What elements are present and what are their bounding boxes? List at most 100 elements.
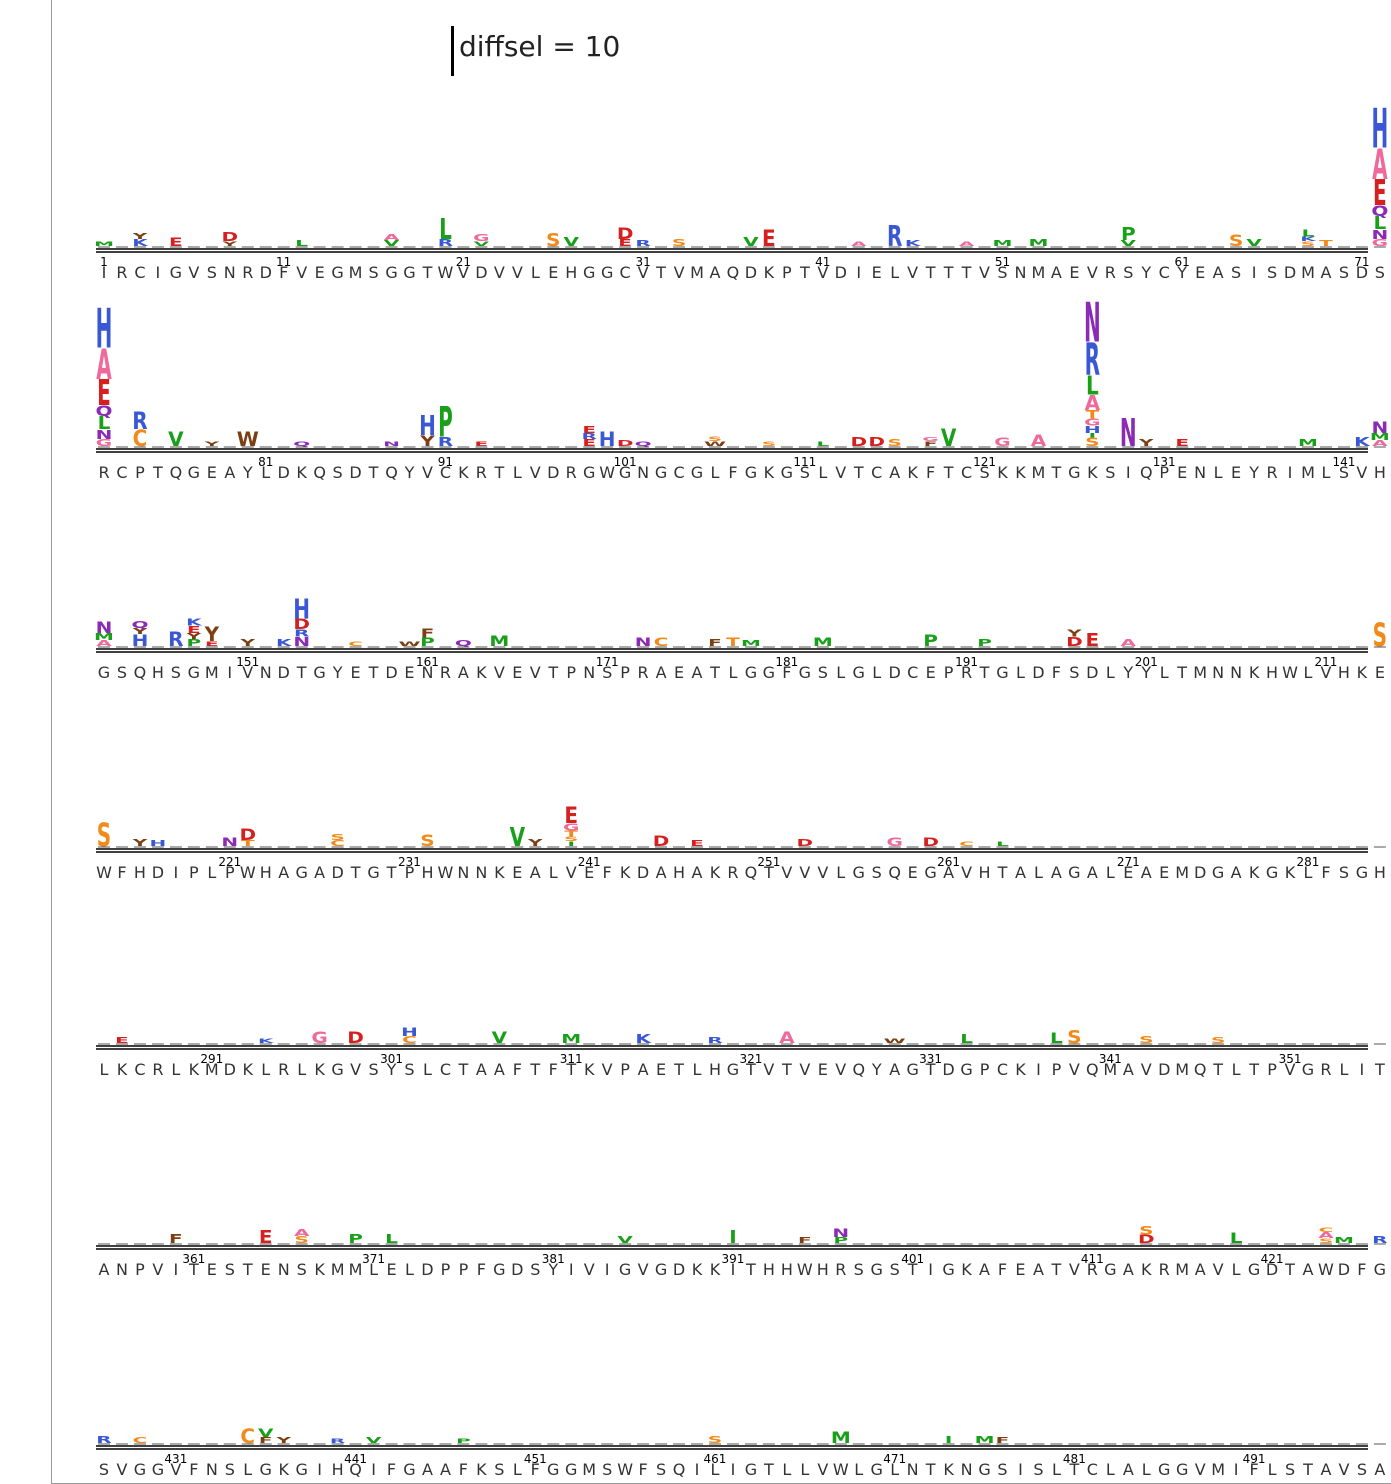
wildtype-residue: S (225, 1260, 235, 1279)
wildtype-residue: D (1284, 263, 1296, 282)
logo-letter: P (923, 632, 938, 651)
wildtype-residue: D (278, 463, 290, 482)
wildtype-residue: I (1360, 1060, 1365, 1079)
logo-letter: V (941, 424, 956, 452)
wildtype-residue: N (224, 263, 236, 282)
logo-letter: D (653, 834, 670, 851)
wildtype-residue: V (799, 863, 810, 882)
wildtype-residue: G (978, 1460, 990, 1479)
wildtype-residue: A (943, 863, 954, 882)
wildtype-residue: A (1141, 863, 1152, 882)
wildtype-residue: V (242, 663, 253, 682)
site-tick-label: 151 (236, 655, 259, 669)
wildtype-residue: T (853, 463, 864, 482)
wildtype-residue: T (943, 463, 954, 482)
logo-letter: S (887, 437, 901, 449)
wildtype-residue: Y (332, 663, 343, 682)
wildtype-residue: V (1069, 1060, 1080, 1079)
site-tick-label: 251 (757, 855, 780, 869)
wildtype-residue: I (156, 263, 161, 282)
wildtype-residue: V (602, 1060, 613, 1079)
logo-letter: I (1089, 432, 1096, 439)
site-tick-label: 471 (883, 1452, 906, 1466)
wildtype-residue: S (207, 263, 217, 282)
wildtype-residue: T (350, 863, 361, 882)
wildtype-residue: S (997, 263, 1007, 282)
wildtype-residue: L (836, 863, 845, 882)
wildtype-residue: F (387, 1460, 396, 1479)
logo-letter: E (762, 226, 776, 252)
wildtype-residue: V (350, 1060, 361, 1079)
wildtype-residue: L (1232, 1060, 1241, 1079)
wildtype-residue: M (1032, 263, 1046, 282)
logo-letter: L (1230, 1231, 1243, 1248)
logo-letter: A (1318, 1231, 1334, 1240)
logo-letter: G (886, 836, 902, 849)
logo-letter: Q (131, 619, 148, 631)
wildtype-residue: S (1033, 1460, 1043, 1479)
logo-letter: T (1086, 408, 1100, 421)
wildtype-residue: G (313, 663, 325, 682)
wildtype-residue: L (1016, 663, 1025, 682)
logo-letter: T (726, 636, 740, 649)
wildtype-residue: Q (1086, 1060, 1099, 1079)
logo-letter: H (1372, 97, 1389, 161)
wildtype-residue: I (1252, 263, 1257, 282)
wildtype-residue: W (797, 1260, 813, 1279)
logo-letter: Y (1066, 627, 1083, 639)
wildtype-residue: W (1282, 663, 1298, 682)
wildtype-residue: G (403, 263, 415, 282)
wildtype-residue: E (1069, 263, 1079, 282)
wildtype-residue: M (205, 663, 219, 682)
logo-letter: A (959, 240, 975, 247)
logo-letter: G (96, 437, 112, 449)
logo-letter: C (348, 640, 363, 647)
wildtype-residue: N (1230, 663, 1242, 682)
wildtype-residue: I (102, 263, 107, 282)
wildtype-residue: S (297, 1260, 307, 1279)
wildtype-residue: Q (1140, 463, 1153, 482)
wildtype-residue: D (1356, 263, 1368, 282)
wildtype-residue: I (731, 1460, 736, 1479)
wildtype-residue: Q (134, 663, 147, 682)
wildtype-residue: P (225, 863, 235, 882)
wildtype-residue: G (367, 863, 379, 882)
wildtype-residue: D (385, 663, 397, 682)
wildtype-residue: S (890, 1260, 900, 1279)
logo-letter: D (347, 1029, 364, 1048)
logo-letter: N (383, 440, 400, 447)
wildtype-residue: V (170, 1460, 181, 1479)
wildtype-residue: D (1194, 863, 1206, 882)
logo-letter: C (133, 426, 148, 452)
site-tick-label: 461 (704, 1452, 727, 1466)
wildtype-residue: H (260, 863, 272, 882)
wildtype-residue: T (799, 263, 810, 282)
logo-letter: L (996, 840, 1009, 847)
site-tick-label: 331 (919, 1052, 942, 1066)
wildtype-residue: T (943, 263, 954, 282)
wildtype-residue: T (368, 463, 379, 482)
wildtype-residue: A (1015, 863, 1026, 882)
logo-letter: S (672, 237, 686, 249)
site-tick-label: 161 (416, 655, 439, 669)
logo-letter: G (473, 232, 489, 244)
logo-letter: A (384, 233, 400, 242)
wildtype-residue: T (1212, 1060, 1223, 1079)
wildtype-residue: G (170, 263, 182, 282)
wildtype-residue: W (833, 1460, 849, 1479)
wildtype-residue: C (440, 1060, 451, 1079)
wildtype-residue: L (1106, 663, 1115, 682)
wildtype-residue: I (1036, 1060, 1041, 1079)
logo-letter: V (366, 1436, 382, 1445)
wildtype-residue: V (638, 263, 649, 282)
logo-letter: R (1085, 335, 1101, 387)
wildtype-residue: K (907, 463, 918, 482)
logo-letter: S (1319, 1237, 1333, 1244)
logo-letter: P (833, 1236, 848, 1245)
site-tick-label: 11 (276, 255, 291, 269)
logo-letter: S (1229, 232, 1243, 251)
logo-letter: M (1334, 1236, 1354, 1245)
wildtype-residue: V (1338, 1460, 1349, 1479)
wildtype-residue: I (371, 1460, 376, 1479)
logo-letter: E (582, 424, 596, 436)
